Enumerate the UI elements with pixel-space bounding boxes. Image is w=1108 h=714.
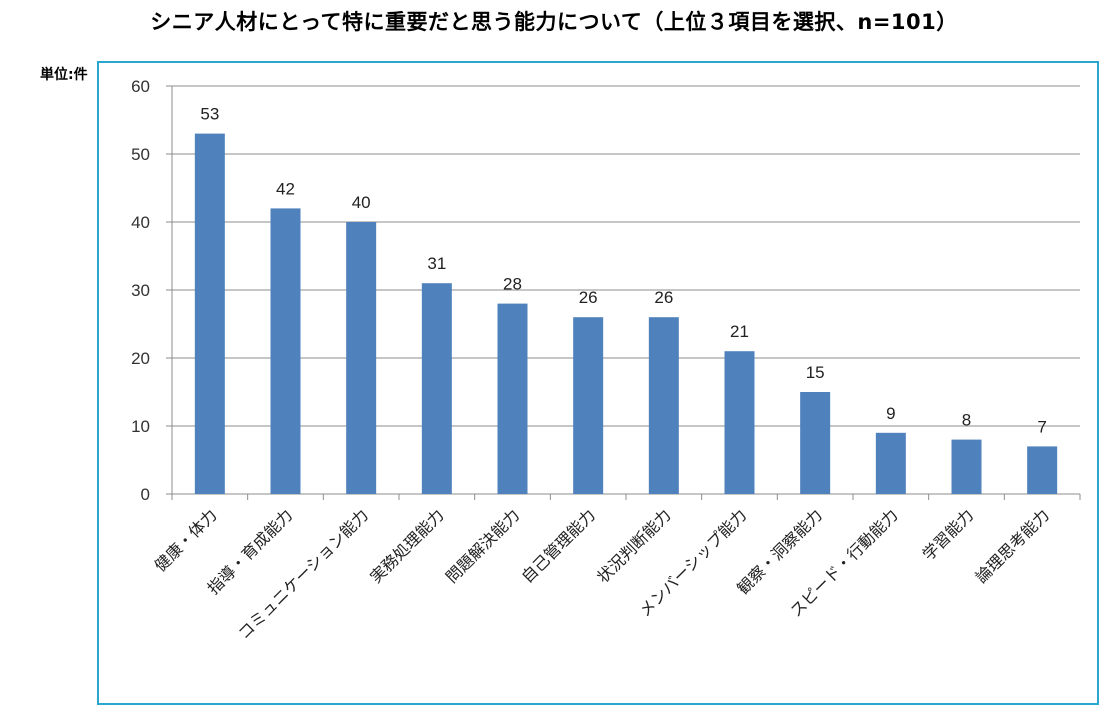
category-label: 学習能力 xyxy=(919,505,978,564)
bar xyxy=(951,439,982,494)
bar xyxy=(648,317,679,494)
chart-title: シニア人材にとって特に重要だと思う能力について（上位３項目を選択、n=101） xyxy=(150,10,958,34)
bar xyxy=(270,208,301,494)
y-tick-label: 30 xyxy=(131,281,150,300)
data-label: 40 xyxy=(352,193,371,212)
bar xyxy=(497,303,528,494)
y-tick-label: 40 xyxy=(131,213,150,232)
y-tick-label: 20 xyxy=(131,349,150,368)
y-tick-label: 0 xyxy=(141,485,150,504)
data-label: 9 xyxy=(886,404,895,423)
bar xyxy=(421,283,452,494)
category-label: 実務処理能力 xyxy=(366,505,447,586)
data-label: 53 xyxy=(200,105,219,124)
unit-label: 単位:件 xyxy=(40,67,88,83)
data-label: 42 xyxy=(276,179,295,198)
y-tick-label: 60 xyxy=(131,77,150,96)
data-label: 7 xyxy=(1037,417,1046,436)
data-label: 28 xyxy=(503,275,522,294)
y-tick-label: 50 xyxy=(131,145,150,164)
bar xyxy=(1027,446,1058,494)
data-label: 21 xyxy=(730,322,749,341)
data-label: 15 xyxy=(806,363,825,382)
data-label: 8 xyxy=(962,411,971,430)
y-tick-label: 10 xyxy=(131,417,150,436)
category-label: 健康・体力 xyxy=(151,505,221,575)
data-label: 26 xyxy=(579,288,598,307)
category-label: 論理思考能力 xyxy=(972,505,1053,586)
data-label: 31 xyxy=(427,254,446,273)
bar xyxy=(194,133,225,494)
bar xyxy=(800,392,831,494)
category-label: コミュニケーション能力 xyxy=(234,505,372,643)
category-label: 自己管理能力 xyxy=(518,505,599,586)
bar xyxy=(875,432,906,494)
data-label: 26 xyxy=(654,288,673,307)
category-label: 状況判断能力 xyxy=(593,505,674,586)
bar xyxy=(724,351,755,494)
bar xyxy=(346,222,377,494)
category-label: 問題解決能力 xyxy=(442,505,523,586)
bar xyxy=(573,317,604,494)
chart-frame xyxy=(97,61,1099,705)
